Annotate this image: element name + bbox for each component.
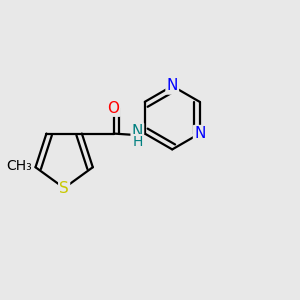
Text: S: S: [59, 181, 69, 196]
Text: O: O: [108, 101, 120, 116]
Text: H: H: [132, 135, 142, 149]
Text: CH₃: CH₃: [7, 159, 32, 173]
Text: N: N: [132, 124, 143, 139]
Text: N: N: [194, 126, 206, 141]
Text: N: N: [167, 79, 178, 94]
